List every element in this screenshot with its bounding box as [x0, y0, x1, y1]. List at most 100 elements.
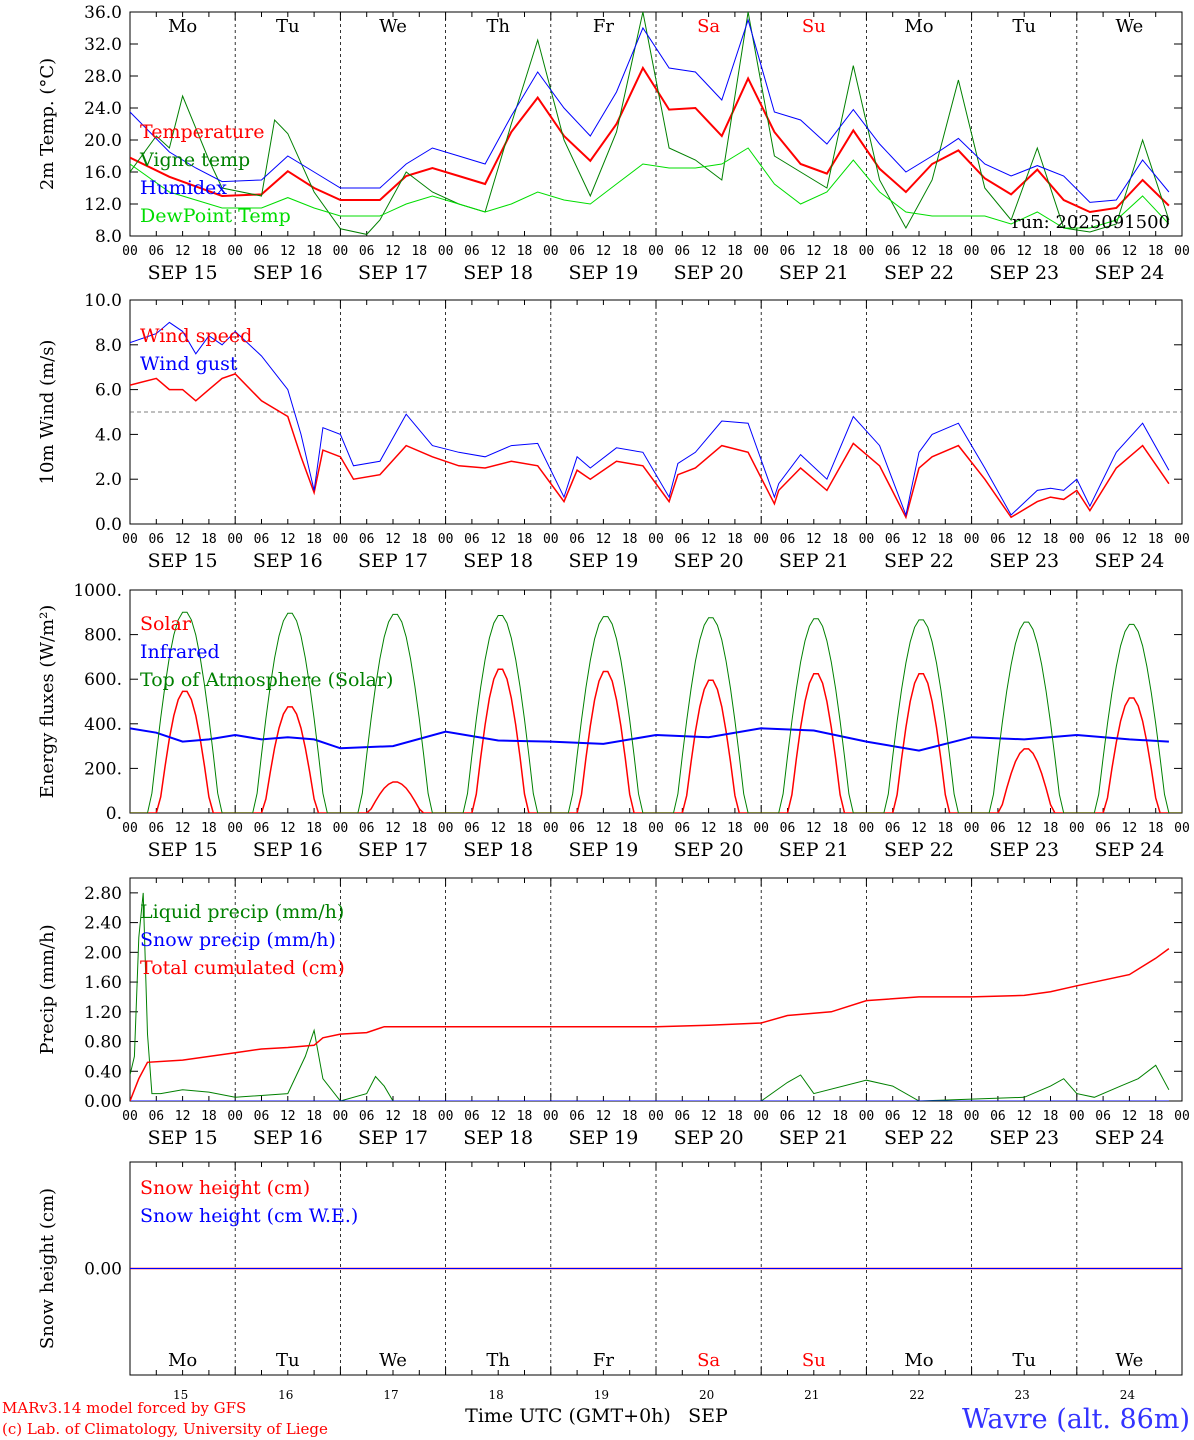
hour-tick-label: 06 [359, 244, 375, 259]
legend-entry: Total cumulated (cm) [140, 957, 345, 979]
hour-tick-label: 12 [385, 821, 401, 836]
y-tick-label: 36.0 [84, 3, 122, 23]
hour-tick-label: 00 [122, 532, 138, 547]
y-tick-label: 8.0 [95, 336, 122, 356]
y-tick-label: 1.20 [84, 1003, 122, 1023]
y-axis-label: 2m Temp. (°C) [37, 58, 58, 190]
date-label: SEP 20 [674, 550, 744, 572]
date-label: SEP 22 [884, 1127, 954, 1149]
hour-tick-label: 18 [1043, 532, 1059, 547]
y-tick-label: 800. [84, 626, 122, 646]
date-label: SEP 21 [779, 550, 849, 572]
hour-tick-label: 12 [280, 244, 296, 259]
hour-tick-label: 12 [701, 1109, 717, 1124]
panel-1: 8.0 12.0 16.0 20.0 24.0 28.0 32.0 36.0 2m Temp. … [37, 3, 1190, 284]
hour-tick-label: 18 [517, 244, 533, 259]
hour-tick-label: 00 [122, 1109, 138, 1124]
date-label: SEP 15 [148, 1127, 218, 1149]
date-label: SEP 15 [148, 839, 218, 861]
hour-tick-label: 06 [780, 821, 796, 836]
copyright-credit: (c) Lab. of Climatology, University of L… [2, 1420, 328, 1438]
hour-tick-label: 12 [911, 821, 927, 836]
date-label: SEP 17 [358, 550, 428, 572]
date-label: SEP 22 [884, 262, 954, 284]
hour-tick-label: 18 [306, 244, 322, 259]
series-line-infrared [130, 727, 1169, 752]
legend-entry: Snow height (cm W.E.) [140, 1205, 358, 1227]
hour-tick-label: 00 [753, 244, 769, 259]
hour-tick-label: 00 [438, 821, 454, 836]
hour-tick-label: 00 [1174, 532, 1190, 547]
hour-tick-label: 18 [832, 244, 848, 259]
y-tick-label: 0.00 [84, 1092, 122, 1112]
hour-tick-label: 18 [937, 244, 953, 259]
hour-tick-label: 18 [1043, 1109, 1059, 1124]
weekday-label: Tu [1012, 16, 1036, 37]
weekday-label: We [379, 16, 407, 37]
date-label: SEP 19 [568, 262, 638, 284]
hour-tick-label: 00 [543, 821, 559, 836]
hour-tick-label: 06 [990, 532, 1006, 547]
hour-tick-label: 18 [832, 532, 848, 547]
hour-tick-label: 00 [1174, 244, 1190, 259]
hour-tick-label: 12 [490, 244, 506, 259]
y-tick-label: 28.0 [84, 67, 122, 87]
legend-entry: Wind speed [140, 325, 252, 347]
hour-tick-label: 18 [727, 1109, 743, 1124]
date-label: SEP 16 [253, 839, 323, 861]
y-axis-label: Energy fluxes (W/m²) [37, 605, 58, 799]
hour-tick-label: 18 [517, 1109, 533, 1124]
hour-tick-label: 00 [1069, 244, 1085, 259]
weekday-label: Tu [1012, 1350, 1036, 1371]
series-line-total-cumulated-cm- [130, 947, 1170, 1101]
y-tick-label: 8.0 [95, 227, 122, 247]
hour-tick-label: 18 [306, 532, 322, 547]
hour-tick-label: 00 [859, 244, 875, 259]
hour-tick-label: 06 [254, 244, 270, 259]
hour-tick-label: 12 [280, 1109, 296, 1124]
hour-tick-label: 00 [333, 532, 349, 547]
hour-tick-label: 06 [885, 1109, 901, 1124]
hour-tick-label: 00 [1069, 821, 1085, 836]
y-tick-label: 24.0 [84, 99, 122, 119]
date-label: SEP 19 [568, 550, 638, 572]
date-label: SEP 19 [568, 839, 638, 861]
hour-tick-label: 18 [622, 244, 638, 259]
panel-5: 0.00 Snow height (cm) Snow height (cm) Snow… [37, 1161, 1183, 1402]
weekday-label: Mo [904, 16, 933, 37]
hour-tick-label: 18 [1043, 244, 1059, 259]
hour-tick-label: 18 [1148, 821, 1164, 836]
panel-4: 0.00 0.40 0.80 1.20 1.60 2.00 2.40 2.80 Precip (… [37, 877, 1190, 1149]
legend-entry: Snow precip (mm/h) [140, 929, 336, 951]
y-tick-label: 16.0 [84, 163, 122, 183]
series-line-dewpoint-temp [130, 147, 1170, 229]
hour-tick-label: 06 [148, 821, 164, 836]
series-line-solar [130, 668, 1182, 813]
hour-tick-label: 12 [806, 821, 822, 836]
hour-tick-label: 12 [596, 821, 612, 836]
hour-tick-label: 12 [490, 1109, 506, 1124]
series-line-temperature [130, 65, 1170, 214]
hour-tick-label: 18 [411, 1109, 427, 1124]
hour-tick-label: 12 [806, 244, 822, 259]
date-label: SEP 17 [358, 1127, 428, 1149]
hour-tick-label: 00 [753, 532, 769, 547]
date-label: SEP 20 [674, 839, 744, 861]
date-label: SEP 15 [148, 262, 218, 284]
hour-tick-label: 18 [727, 532, 743, 547]
hour-tick-label: 00 [859, 821, 875, 836]
hour-tick-label: 18 [1043, 821, 1059, 836]
hour-tick-label: 06 [569, 532, 585, 547]
hour-tick-label: 06 [359, 1109, 375, 1124]
series-line-wind-gust [130, 321, 1170, 517]
date-label: SEP 24 [1094, 839, 1164, 861]
y-axis-label: 10m Wind (m/s) [37, 340, 58, 485]
hour-tick-label: 00 [964, 532, 980, 547]
hour-tick-label: 18 [201, 1109, 217, 1124]
y-tick-label: 200. [84, 759, 122, 779]
legend-entry: Solar [140, 613, 192, 635]
weekday-label: We [1116, 1350, 1144, 1371]
hour-tick-label: 12 [701, 244, 717, 259]
station-label: Wavre (alt. 86m) [962, 1404, 1190, 1435]
hour-tick-label: 00 [227, 1109, 243, 1124]
